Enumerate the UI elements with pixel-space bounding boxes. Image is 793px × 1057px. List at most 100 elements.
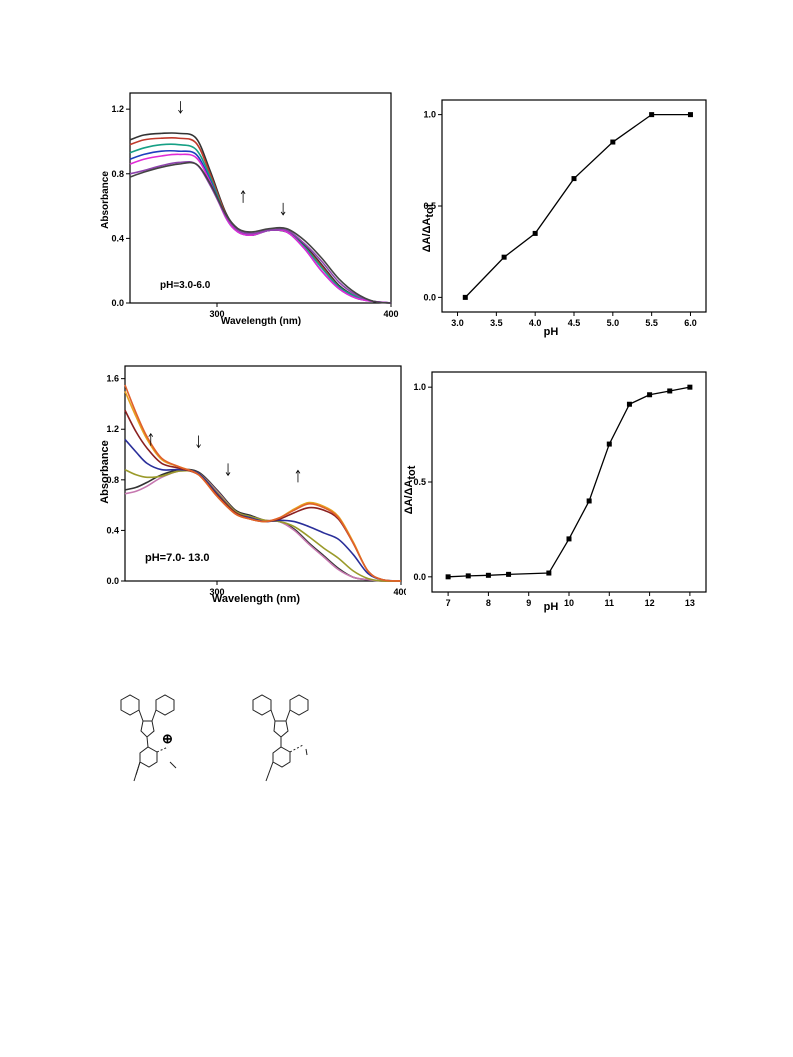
chart-ratio-acidic: 3.0 3.5 4.0 4.5 5.0 5.5 6.00.00.51.0 ΔA/ΔAtot … xyxy=(421,99,707,338)
up-arrow-head xyxy=(148,432,154,437)
data-point xyxy=(546,570,552,576)
series-line-1 xyxy=(129,137,392,304)
data-point xyxy=(647,392,653,398)
x-tick-label: 4.0 xyxy=(529,318,542,328)
down-arrow-head xyxy=(225,472,231,477)
data-point xyxy=(532,230,538,236)
data-point xyxy=(610,139,616,145)
y-tick-label: 1.2 xyxy=(111,104,124,114)
x-tick-label: 3.5 xyxy=(490,318,503,328)
plot-frame xyxy=(129,92,392,304)
y-tick-label: 0.0 xyxy=(106,576,119,586)
ylabel: ΔA/ΔAtot xyxy=(403,465,418,514)
series-line-6 xyxy=(129,161,392,304)
plot-frame xyxy=(431,371,707,593)
chart-uv-basic: 300 400 0.0 0.4 0.8 1.2 1.6 Absorbance Wavelen… xyxy=(99,365,406,605)
series-line-5 xyxy=(129,160,392,304)
x-tick-label: 13 xyxy=(685,598,695,608)
series-line-0 xyxy=(464,113,691,298)
annotation: pH=3.0-6.0 xyxy=(160,280,211,291)
y-tick-label: 0.8 xyxy=(111,169,124,179)
x-tick-label: 6.0 xyxy=(684,318,697,328)
xlabel: Wavelength (nm) xyxy=(212,593,301,605)
plot-area: 300 400 0.0 0.4 0.8 1.2 xyxy=(111,92,399,319)
y-tick-label: 0.5 xyxy=(423,201,436,211)
ylabel: Absorbance xyxy=(99,440,111,504)
y-tick-label: 0.0 xyxy=(423,292,436,302)
ylabel-sub: tot xyxy=(406,465,418,479)
x-tick-label: 12 xyxy=(645,598,655,608)
data-point xyxy=(465,573,471,579)
data-point xyxy=(445,574,451,580)
data-point xyxy=(485,572,491,578)
phenyl-ring-right xyxy=(289,694,309,716)
phenyl-ring-right xyxy=(155,694,175,716)
data-point xyxy=(626,401,632,407)
data-point xyxy=(571,176,577,182)
x-tick-label: 5.0 xyxy=(607,318,620,328)
up-arrow-head xyxy=(240,190,246,195)
xlabel: pH xyxy=(544,326,559,338)
data-point xyxy=(506,571,512,577)
phenyl-ring-left xyxy=(120,694,140,716)
down-arrow-head xyxy=(280,211,286,216)
structure-neutral xyxy=(252,694,309,782)
series-line-4 xyxy=(129,153,392,304)
x-tick-label: 300 xyxy=(209,309,224,319)
annotation: pH=7.0- 13.0 xyxy=(145,552,210,564)
series-line-2 xyxy=(124,468,402,582)
ylabel: Absorbance xyxy=(100,171,111,229)
up-arrow-head xyxy=(295,469,301,474)
y-tick-label: 0.4 xyxy=(106,525,119,535)
series-line-6 xyxy=(124,384,402,582)
ylabel-main: ΔA/ΔA xyxy=(421,218,433,253)
x-tick-label: 3.0 xyxy=(451,318,464,328)
xlabel: pH xyxy=(544,601,559,613)
chart-ratio-basic: 7 8 9 10 11 12 13 0.0 0.5 1.0 ΔA/ΔAtot pH xyxy=(403,371,707,613)
data-point xyxy=(687,384,693,390)
fused-ring xyxy=(272,746,291,768)
plot-area: 300 400 0.0 0.4 0.8 1.2 1.6 xyxy=(106,365,406,597)
data-point xyxy=(586,498,592,504)
data-point xyxy=(649,112,655,118)
data-point xyxy=(566,536,572,542)
y-tick-label: 1.0 xyxy=(423,110,436,120)
y-tick-label: 0.0 xyxy=(413,572,426,582)
chart-uv-acidic: 300 400 0.0 0.4 0.8 1.2 Absorbance Wavelength… xyxy=(100,92,399,327)
y-tick-label: 0.4 xyxy=(111,233,124,243)
x-tick-label: 400 xyxy=(383,309,398,319)
five-membered-ring xyxy=(273,720,289,738)
positive-charge-icon: ⊕ xyxy=(162,731,173,746)
y-tick-label: 0.8 xyxy=(106,475,119,485)
y-tick-label: 0.5 xyxy=(413,477,426,487)
y-tick-label: 1.6 xyxy=(106,374,119,384)
x-tick-label: 10 xyxy=(564,598,574,608)
y-tick-label: 1.2 xyxy=(106,424,119,434)
down-arrow-head xyxy=(178,109,183,114)
x-tick-label: 300 xyxy=(209,587,224,597)
data-point xyxy=(667,388,673,394)
x-tick-label: 7 xyxy=(446,598,451,608)
series-line-0 xyxy=(448,386,691,578)
plot-frame xyxy=(124,365,402,582)
x-tick-label: 9 xyxy=(526,598,531,608)
fused-ring xyxy=(139,746,158,768)
data-point xyxy=(462,294,468,300)
phenyl-ring-left xyxy=(252,694,272,716)
x-tick-label: 4.5 xyxy=(568,318,581,328)
y-tick-label: 0.0 xyxy=(111,298,124,308)
series-line-0 xyxy=(129,132,392,304)
ylabel-main: ΔA/ΔA xyxy=(403,480,415,515)
five-membered-ring xyxy=(140,720,155,738)
x-tick-label: 11 xyxy=(605,598,615,608)
x-tick-label: 8 xyxy=(486,598,491,608)
x-tick-label: 400 xyxy=(393,587,406,597)
ylabel-sub: tot xyxy=(424,203,436,217)
data-point xyxy=(501,254,507,260)
data-point xyxy=(606,441,612,447)
data-point xyxy=(687,112,693,118)
x-tick-label: 5.5 xyxy=(645,318,658,328)
xlabel: Wavelength (nm) xyxy=(221,316,301,327)
structure-protonated: ⊕ xyxy=(120,694,177,782)
down-arrow-head xyxy=(196,444,201,449)
